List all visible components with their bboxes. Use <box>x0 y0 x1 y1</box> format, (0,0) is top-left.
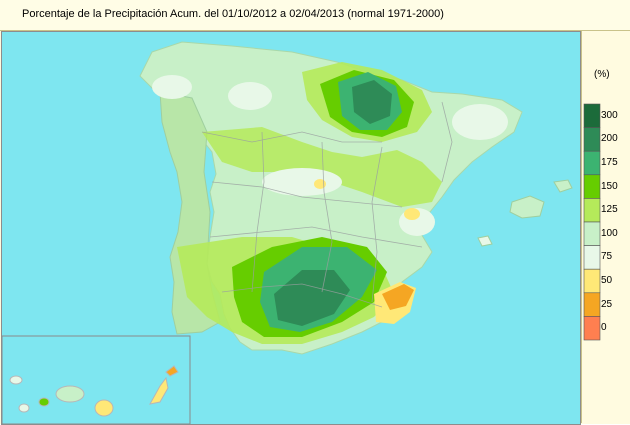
canary-inset-frame <box>2 335 191 424</box>
legend-label-300: 300 <box>601 109 618 121</box>
canary-island-lanzarote <box>165 365 179 377</box>
legend-label-125: 125 <box>601 204 618 216</box>
legend-swatch-50 <box>583 268 601 294</box>
legend-swatch-25 <box>583 292 601 317</box>
legend-label-50: 50 <box>601 275 613 286</box>
legend-swatch-125 <box>583 198 601 223</box>
canary-island-2 <box>18 403 30 413</box>
zone-dry-valencia <box>404 208 420 220</box>
legend-label-175: 175 <box>601 157 618 168</box>
zone-very-dry-southeast <box>382 284 414 310</box>
mallorca-island <box>509 195 545 219</box>
legend-label-150: 150 <box>601 180 618 192</box>
zone-extreme-north <box>352 80 392 124</box>
zone-normal-center <box>262 168 342 196</box>
zone-normal-galicia <box>152 75 192 99</box>
legend-label-25: 25 <box>601 298 613 310</box>
canary-island-gran-canaria <box>94 399 114 417</box>
spain-precipitation-map <box>2 41 573 424</box>
legend-panel: (%) 300 200 175 150 125 100 75 50 25 0 <box>581 31 630 423</box>
zone-dry-madrid <box>314 179 326 189</box>
legend-colorbar <box>583 103 601 341</box>
legend-swatch-100 <box>583 221 601 246</box>
legend-label-0: 0 <box>601 322 607 334</box>
canary-island-fuerteventura <box>149 376 169 405</box>
legend-unit: (%) <box>594 69 610 80</box>
zone-above-normal <box>202 127 442 207</box>
canary-island-1 <box>9 375 23 385</box>
legend-swatch-0 <box>583 316 601 341</box>
legend-swatch-300 <box>583 103 601 128</box>
legend-label-200: 200 <box>601 133 618 145</box>
zone-normal-catalonia <box>452 104 508 140</box>
legend-label-75: 75 <box>601 251 613 263</box>
zone-normal-north <box>228 82 272 110</box>
map-title: Porcentaje de la Precipitación Acum. del… <box>22 8 444 20</box>
zone-extreme-south <box>274 270 350 326</box>
legend-swatch-200 <box>583 127 601 152</box>
legend-swatch-150 <box>583 174 601 199</box>
ibiza-island <box>477 235 493 247</box>
title-bar: Porcentaje de la Precipitación Acum. del… <box>0 0 630 31</box>
legend-swatch-175 <box>583 150 601 176</box>
region-boundaries <box>201 101 453 308</box>
map-panel <box>1 31 581 425</box>
canary-island-tenerife <box>55 385 85 403</box>
canary-island-3 <box>38 397 50 407</box>
menorca-island <box>553 179 573 193</box>
legend-label-100: 100 <box>601 227 618 239</box>
legend-swatch-75 <box>583 245 601 270</box>
